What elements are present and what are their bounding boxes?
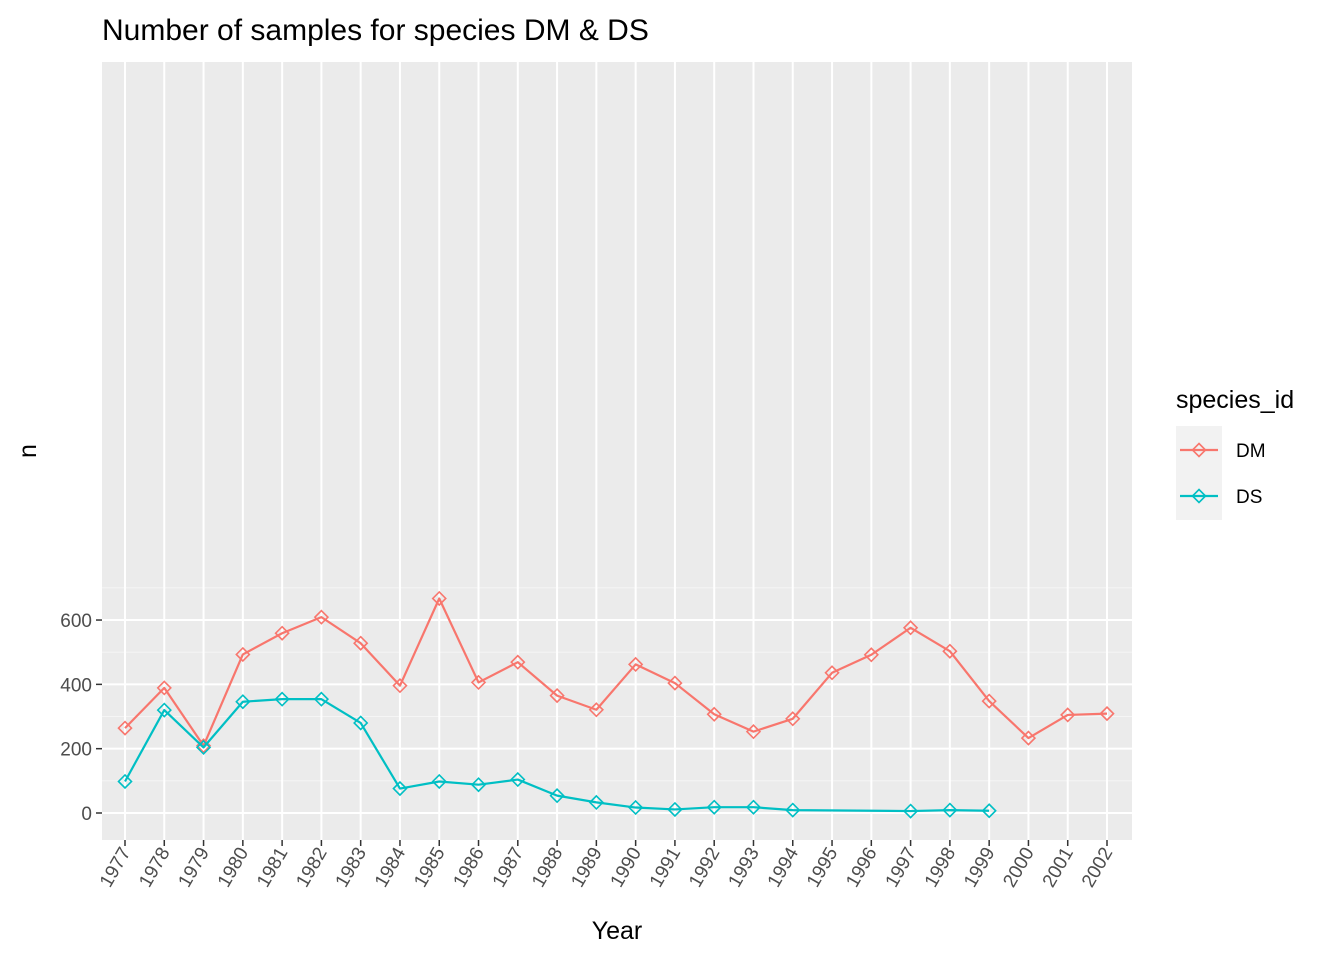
data-point — [1099, 705, 1115, 722]
legend-item-dm: DM — [1180, 441, 1266, 462]
x-tick-label: 1977 — [96, 844, 135, 891]
data-point — [1020, 730, 1037, 746]
legend-key-marker — [1191, 442, 1207, 458]
legend-key-marker — [1191, 488, 1207, 504]
series-layer — [117, 590, 1115, 819]
legend: species_id DM DS — [1176, 386, 1294, 520]
data-point — [628, 799, 644, 816]
data-point — [117, 720, 133, 736]
data-point — [510, 654, 526, 670]
data-point — [313, 691, 330, 707]
data-point — [588, 702, 604, 718]
data-point — [942, 802, 958, 818]
data-point — [981, 803, 997, 819]
legend-key-background — [1176, 426, 1222, 520]
data-point — [470, 674, 487, 691]
data-point — [431, 773, 447, 790]
legend-item-ds: DS — [1180, 487, 1262, 508]
x-tick-label: 1992 — [685, 844, 724, 891]
legend-label: DS — [1236, 487, 1262, 508]
x-tick-label: 1989 — [567, 844, 606, 891]
x-tick-label: 1983 — [332, 844, 371, 891]
x-tick-label: 1995 — [803, 844, 842, 891]
data-point — [588, 794, 604, 811]
data-point — [274, 625, 290, 641]
major-gridlines — [102, 62, 1132, 840]
series-line — [124, 597, 1108, 747]
x-tick-label: 1997 — [882, 844, 921, 891]
data-point — [745, 724, 762, 740]
data-point — [1060, 707, 1076, 723]
x-tick-label: 2000 — [999, 844, 1038, 891]
data-point — [902, 620, 919, 636]
data-point — [785, 711, 801, 727]
data-point — [824, 665, 840, 681]
x-tick-label: 1999 — [960, 844, 999, 891]
x-tick-label: 1990 — [607, 844, 646, 891]
data-point — [628, 656, 644, 673]
minor-gridlines — [102, 587, 1132, 782]
x-tick-label: 1998 — [921, 844, 960, 891]
data-point — [667, 675, 683, 691]
x-tick-label: 1981 — [253, 844, 292, 891]
data-point — [863, 647, 879, 663]
x-tick-label: 1985 — [410, 844, 449, 891]
data-point — [235, 646, 251, 663]
x-tick-label: 2002 — [1078, 844, 1117, 891]
data-point — [981, 693, 997, 709]
x-tick-label: 1993 — [724, 844, 763, 891]
y-axis: 0 200 400 600 — [60, 611, 102, 825]
data-point — [156, 702, 172, 718]
data-point — [549, 687, 565, 704]
data-point — [549, 788, 565, 804]
data-point — [431, 590, 447, 607]
y-tick-label: 400 — [60, 675, 92, 696]
data-point — [156, 680, 172, 696]
series-ds — [117, 691, 997, 819]
x-tick-label: 1979 — [175, 844, 214, 891]
data-point — [235, 694, 251, 710]
data-point — [706, 706, 722, 722]
data-point — [706, 799, 722, 815]
data-point — [353, 635, 369, 651]
x-tick-label: 1980 — [214, 844, 253, 891]
legend-label: DM — [1236, 441, 1266, 462]
data-point — [392, 780, 408, 797]
x-axis-title: Year — [592, 917, 643, 945]
data-point — [902, 803, 919, 819]
data-point — [510, 771, 526, 788]
legend-title: species_id — [1176, 386, 1294, 414]
data-point — [353, 715, 369, 731]
y-tick-label: 0 — [81, 804, 92, 825]
x-tick-label: 1982 — [292, 844, 331, 891]
chart-title: Number of samples for species DM & DS — [102, 14, 649, 47]
x-tick-label: 2001 — [1039, 844, 1078, 891]
y-tick-label: 600 — [60, 611, 92, 632]
data-point — [274, 691, 290, 707]
data-point — [195, 739, 212, 756]
plot-panel — [102, 62, 1132, 840]
x-tick-label: 1988 — [528, 844, 567, 891]
data-point — [785, 802, 801, 818]
data-point — [942, 643, 958, 659]
x-tick-label: 1978 — [135, 844, 174, 891]
data-point — [313, 609, 330, 625]
x-tick-label: 1984 — [371, 844, 411, 891]
y-tick-label: 200 — [60, 740, 92, 761]
x-tick-label: 1987 — [489, 844, 528, 891]
data-point — [117, 773, 133, 790]
data-point — [470, 777, 487, 793]
x-tick-label: 1986 — [450, 844, 489, 891]
data-point — [745, 799, 762, 815]
data-point — [667, 801, 683, 818]
data-point — [392, 678, 408, 694]
x-tick-label: 1991 — [646, 844, 685, 891]
x-tick-label: 1996 — [842, 844, 881, 891]
y-axis-title: n — [14, 444, 42, 458]
x-axis: 1977 1978 1979 1980 1981 1982 1983 1984 1985 1986… — [96, 840, 1117, 891]
x-tick-label: 1994 — [764, 844, 804, 891]
series-line — [124, 698, 990, 813]
